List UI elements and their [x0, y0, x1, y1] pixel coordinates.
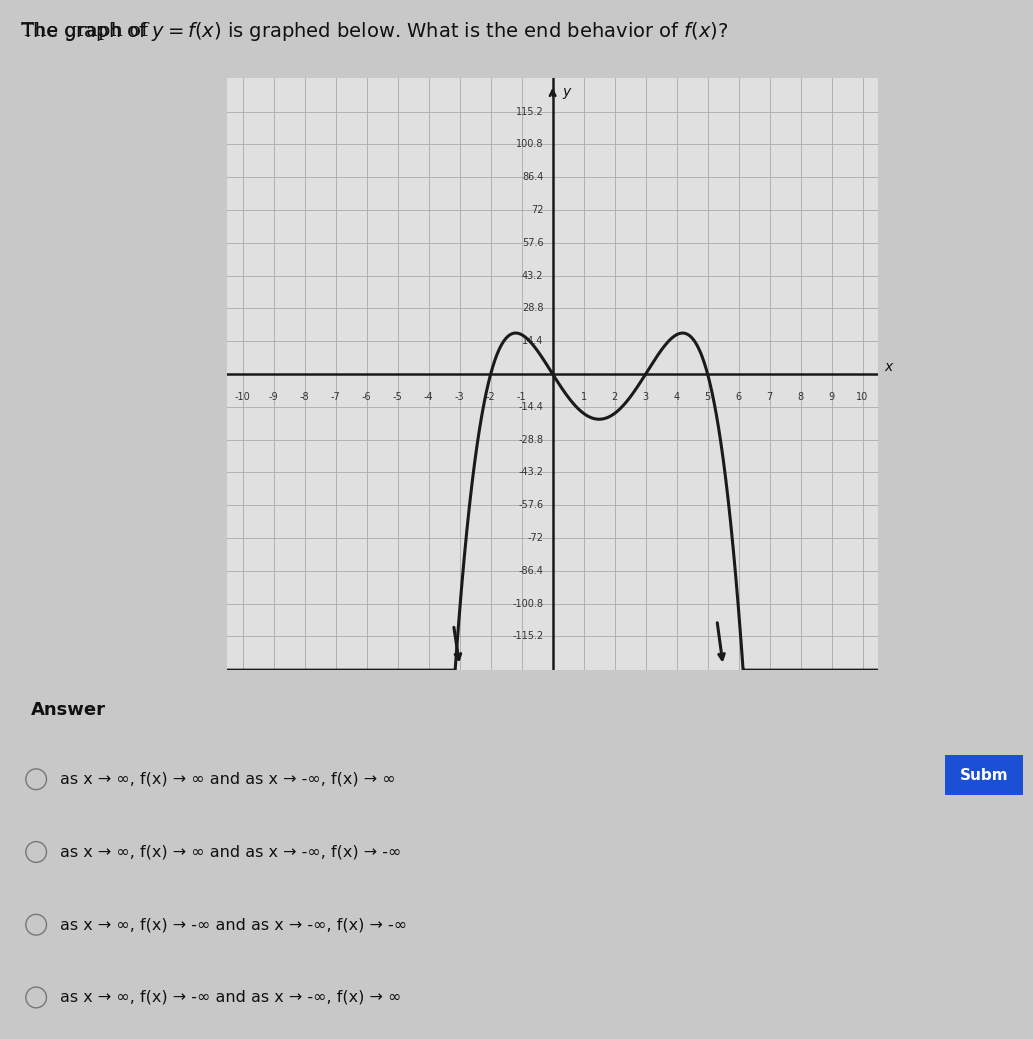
Text: -14.4: -14.4: [519, 402, 543, 411]
Text: -43.2: -43.2: [519, 468, 543, 478]
Text: as x → ∞, f(x) → ∞ and as x → -∞, f(x) → -∞: as x → ∞, f(x) → ∞ and as x → -∞, f(x) →…: [60, 845, 401, 859]
Text: -100.8: -100.8: [512, 598, 543, 609]
Text: -5: -5: [393, 393, 403, 402]
Text: 4: 4: [674, 393, 680, 402]
Text: -7: -7: [331, 393, 341, 402]
Text: 10: 10: [856, 393, 869, 402]
Text: 3: 3: [643, 393, 649, 402]
Text: -9: -9: [269, 393, 279, 402]
Text: The graph of: The graph of: [21, 22, 154, 41]
Text: 1: 1: [581, 393, 587, 402]
Text: 100.8: 100.8: [515, 139, 543, 150]
Text: -10: -10: [234, 393, 251, 402]
Text: y: y: [562, 84, 570, 99]
Text: -6: -6: [362, 393, 372, 402]
Text: 2: 2: [612, 393, 618, 402]
Text: 28.8: 28.8: [522, 303, 543, 314]
Text: 5: 5: [705, 393, 711, 402]
Text: Answer: Answer: [31, 701, 106, 719]
Text: The graph of $y = f(x)$ is graphed below. What is the end behavior of $f(x)$?: The graph of $y = f(x)$ is graphed below…: [21, 20, 728, 43]
Text: -115.2: -115.2: [512, 632, 543, 641]
Text: -2: -2: [486, 393, 496, 402]
Text: -28.8: -28.8: [519, 434, 543, 445]
Text: -57.6: -57.6: [519, 500, 543, 510]
Text: 7: 7: [766, 393, 773, 402]
Text: 115.2: 115.2: [515, 107, 543, 116]
Text: as x → ∞, f(x) → -∞ and as x → -∞, f(x) → ∞: as x → ∞, f(x) → -∞ and as x → -∞, f(x) …: [60, 990, 401, 1005]
Text: 6: 6: [735, 393, 742, 402]
Text: Subm: Subm: [960, 768, 1008, 782]
Text: -86.4: -86.4: [519, 566, 543, 576]
Text: x: x: [884, 361, 893, 374]
Text: as x → ∞, f(x) → ∞ and as x → -∞, f(x) → ∞: as x → ∞, f(x) → ∞ and as x → -∞, f(x) →…: [60, 772, 396, 787]
Text: 14.4: 14.4: [522, 337, 543, 346]
Text: 86.4: 86.4: [522, 172, 543, 182]
FancyBboxPatch shape: [945, 755, 1023, 795]
Text: 8: 8: [797, 393, 804, 402]
Text: -3: -3: [455, 393, 465, 402]
Text: -8: -8: [300, 393, 310, 402]
Text: 57.6: 57.6: [522, 238, 543, 248]
Text: 9: 9: [828, 393, 835, 402]
Text: 72: 72: [531, 205, 543, 215]
Text: -72: -72: [528, 533, 543, 543]
Text: as x → ∞, f(x) → -∞ and as x → -∞, f(x) → -∞: as x → ∞, f(x) → -∞ and as x → -∞, f(x) …: [60, 917, 407, 932]
Text: 43.2: 43.2: [522, 270, 543, 281]
Text: -1: -1: [516, 393, 527, 402]
Text: -4: -4: [424, 393, 434, 402]
